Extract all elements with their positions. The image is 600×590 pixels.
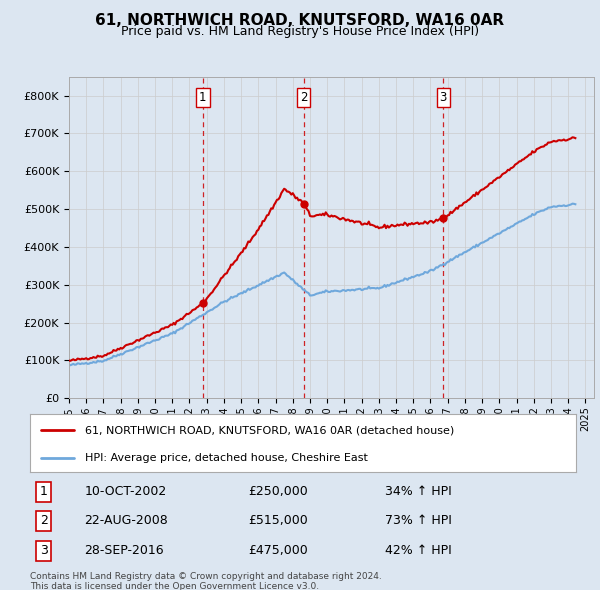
Text: £515,000: £515,000 bbox=[248, 514, 308, 527]
Text: Contains HM Land Registry data © Crown copyright and database right 2024.: Contains HM Land Registry data © Crown c… bbox=[30, 572, 382, 581]
Text: 10-OCT-2002: 10-OCT-2002 bbox=[85, 485, 167, 498]
Text: 3: 3 bbox=[440, 91, 447, 104]
Text: 3: 3 bbox=[40, 544, 47, 557]
Text: 1: 1 bbox=[199, 91, 206, 104]
Text: 73% ↑ HPI: 73% ↑ HPI bbox=[385, 514, 452, 527]
Text: 2: 2 bbox=[300, 91, 308, 104]
Text: 1: 1 bbox=[40, 485, 47, 498]
Text: 34% ↑ HPI: 34% ↑ HPI bbox=[385, 485, 452, 498]
Text: 22-AUG-2008: 22-AUG-2008 bbox=[85, 514, 169, 527]
Text: 2: 2 bbox=[40, 514, 47, 527]
Text: £475,000: £475,000 bbox=[248, 544, 308, 557]
Text: 61, NORTHWICH ROAD, KNUTSFORD, WA16 0AR (detached house): 61, NORTHWICH ROAD, KNUTSFORD, WA16 0AR … bbox=[85, 425, 454, 435]
Text: £250,000: £250,000 bbox=[248, 485, 308, 498]
Text: 61, NORTHWICH ROAD, KNUTSFORD, WA16 0AR: 61, NORTHWICH ROAD, KNUTSFORD, WA16 0AR bbox=[95, 13, 505, 28]
Text: Price paid vs. HM Land Registry's House Price Index (HPI): Price paid vs. HM Land Registry's House … bbox=[121, 25, 479, 38]
Text: 28-SEP-2016: 28-SEP-2016 bbox=[85, 544, 164, 557]
Text: 42% ↑ HPI: 42% ↑ HPI bbox=[385, 544, 452, 557]
Text: HPI: Average price, detached house, Cheshire East: HPI: Average price, detached house, Ches… bbox=[85, 453, 367, 463]
Text: This data is licensed under the Open Government Licence v3.0.: This data is licensed under the Open Gov… bbox=[30, 582, 319, 590]
